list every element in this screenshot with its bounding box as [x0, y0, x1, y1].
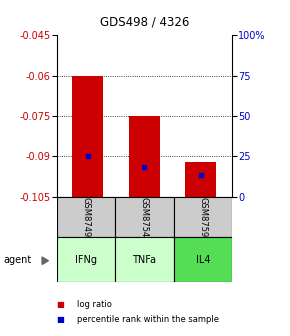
Text: IFNg: IFNg [75, 255, 97, 264]
Bar [115, 197, 173, 237]
Bar [173, 197, 232, 237]
Text: GDS498 / 4326: GDS498 / 4326 [100, 15, 190, 28]
Bar [57, 237, 115, 282]
Bar [185, 162, 216, 197]
Bar [129, 116, 160, 197]
Text: GSM8754: GSM8754 [140, 197, 149, 237]
Bar [115, 237, 173, 282]
Bar [72, 76, 103, 197]
Text: percentile rank within the sample: percentile rank within the sample [77, 315, 219, 324]
Text: TNFa: TNFa [132, 255, 156, 264]
Text: log ratio: log ratio [77, 300, 112, 308]
Bar [57, 197, 115, 237]
Text: ■: ■ [57, 300, 64, 308]
Text: GSM8759: GSM8759 [198, 197, 207, 237]
Text: IL4: IL4 [195, 255, 210, 264]
Text: agent: agent [3, 255, 31, 265]
Bar [173, 237, 232, 282]
Text: ■: ■ [57, 315, 64, 324]
Text: GSM8749: GSM8749 [81, 197, 90, 237]
FancyArrow shape [42, 257, 48, 264]
